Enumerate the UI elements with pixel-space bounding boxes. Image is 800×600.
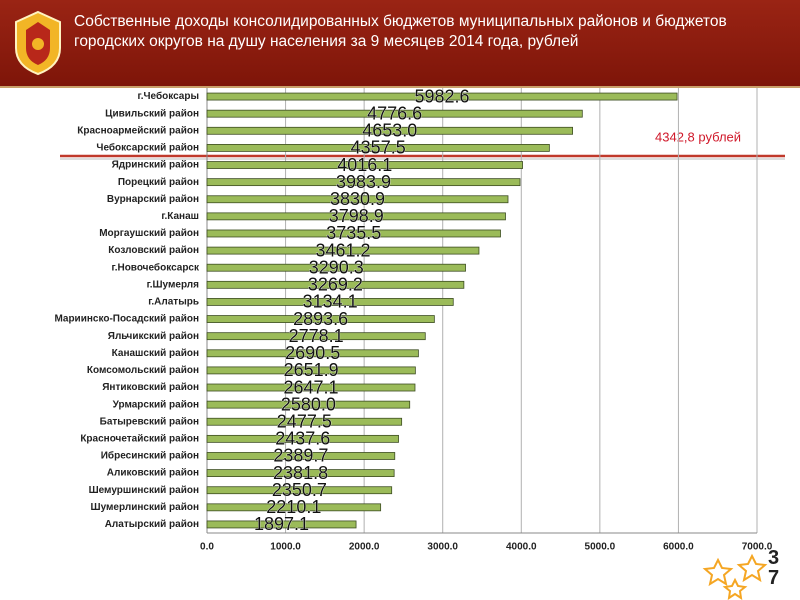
y-tick-label: г.Чебоксары [138,90,199,102]
data-label: 3461.2 [315,240,370,260]
y-tick-label: Красноармейский район [77,125,199,136]
data-label: 3983.9 [336,172,391,192]
bar [206,195,509,204]
data-label: 3269.2 [308,275,363,295]
y-tick-label: Алатырский район [105,519,199,530]
x-tick-label: 2000.0 [349,542,380,553]
data-label: 2580.0 [281,394,336,414]
header: Собственные доходы консолидированных бюд… [0,0,800,88]
x-tick-label: 3000.0 [427,542,458,553]
data-label: 2477.5 [277,412,332,432]
x-tick-label: 1000.0 [270,542,301,553]
bar [206,349,419,358]
bar [206,212,506,221]
x-tick-label: 6000.0 [663,542,694,553]
x-tick-label: 0.0 [200,542,214,553]
bar [206,452,396,460]
bar [206,280,465,289]
y-tick-label: Батыревский район [100,416,199,427]
data-label: 2778.1 [289,326,344,346]
data-label: 2350.7 [272,480,327,500]
data-label: 4653.0 [362,121,417,141]
data-label: 2210.1 [266,497,321,517]
page-number: 37 [768,547,780,589]
y-tick-label: г.Новочебоксарск [112,261,200,273]
bar [206,434,399,443]
y-tick-label: г.Шумерля [147,279,200,290]
y-tick-label: Порецкий район [118,177,199,188]
data-label: 2437.6 [275,429,330,449]
x-tick-label: 4000.0 [506,542,537,553]
y-tick-label: Урмарский район [113,399,199,410]
x-tick-label: 5000.0 [585,542,616,553]
data-label: 4776.6 [367,103,422,123]
y-tick-label: Шумерлинский район [91,502,199,513]
data-label: 3134.1 [303,292,358,312]
y-tick-label: Козловский район [108,245,199,256]
chart-title: Собственные доходы консолидированных бюд… [74,13,727,50]
y-tick-label: Канашский район [112,348,199,359]
y-tick-label: Моргаушский район [99,228,199,239]
data-label: 2389.7 [273,446,328,466]
y-tick-label: Красночетайский район [80,434,199,445]
bar [206,332,426,341]
y-tick-label: Яльчикский район [108,331,199,342]
y-tick-label: Янтиковский район [102,382,199,393]
y-tick-label: Шемуршинский район [89,485,199,496]
bar [206,246,480,255]
y-tick-label: г.Алатырь [148,297,199,308]
bar [206,469,395,477]
bar [206,486,393,495]
y-tick-label: Чебоксарский район [96,142,199,154]
data-label: 3735.5 [326,223,381,243]
y-tick-label: Комсомольский район [87,365,199,376]
bar [206,229,501,238]
annotation: 4342,8 рублей [655,129,741,144]
footer-decoration [702,553,768,600]
data-label: 3798.9 [329,206,384,226]
bar [206,400,411,409]
data-label: 5982.6 [414,86,469,106]
y-tick-label: г.Канаш [161,211,199,222]
data-label: 2381.8 [273,463,328,483]
y-tick-label: Ядринский район [112,160,199,171]
bar [206,417,403,426]
bar [206,109,583,118]
data-label: 2893.6 [293,309,348,329]
data-label: 2647.1 [283,377,338,397]
bar [206,520,357,529]
y-tick-label: Цивильский район [105,108,199,119]
bar [206,92,678,101]
data-label: 3830.9 [330,189,385,209]
bar [206,161,523,169]
bar [206,383,416,392]
bar [206,503,382,512]
bar [206,366,416,375]
bar [206,315,435,323]
y-tick-label: Мариинско-Посадский район [54,314,199,325]
data-label: 2651.9 [284,360,339,380]
bar [206,126,573,135]
bar [206,178,521,187]
data-label: 3290.3 [309,257,364,277]
x-tick-label: 7000.0 [742,542,773,553]
data-label: 2690.5 [285,343,340,363]
y-tick-label: Ибресинский район [101,450,199,462]
data-label: 4016.1 [337,155,392,175]
bar [206,298,454,306]
data-label: 1897.1 [254,514,309,534]
data-label: 4357.5 [351,138,406,158]
bar [206,263,466,272]
y-tick-label: Вурнарский район [107,194,199,205]
bar [206,144,550,152]
emblem [15,10,61,76]
y-tick-label: Аликовский район [107,468,199,479]
